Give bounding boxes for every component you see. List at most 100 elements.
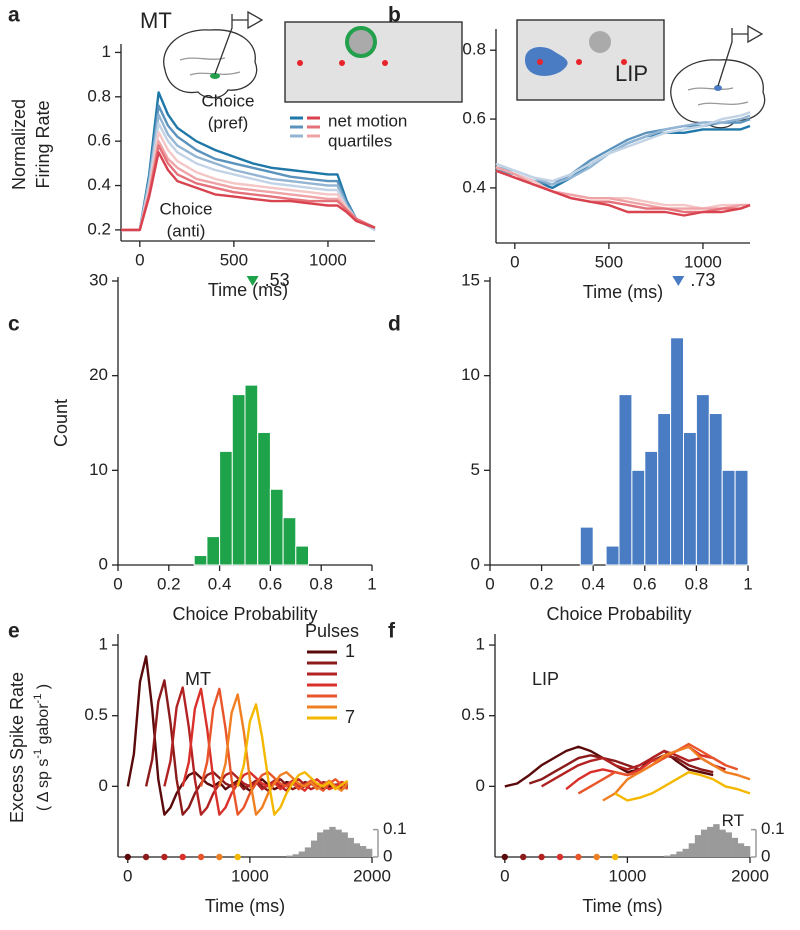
rt-bar bbox=[688, 843, 696, 857]
x-tick-label: 0 bbox=[500, 866, 509, 885]
x-tick-label: 0.4 bbox=[581, 574, 605, 593]
x-tick-label: 1000 bbox=[608, 866, 646, 885]
rt-bar bbox=[341, 832, 348, 857]
pulse-onset bbox=[197, 853, 205, 861]
y2-tick-label: 0.1 bbox=[761, 819, 785, 838]
x-tick-label: 2000 bbox=[353, 866, 391, 885]
y2-tick-label: 0 bbox=[383, 846, 392, 865]
annotation: (anti) bbox=[167, 221, 206, 240]
bar bbox=[193, 555, 208, 566]
series-line bbox=[121, 122, 376, 232]
y-tick-label: 0 bbox=[476, 776, 485, 795]
x-tick-label: 0 bbox=[510, 252, 519, 271]
stimulus-inset-mt bbox=[284, 21, 463, 103]
legend-title: Pulses bbox=[305, 621, 359, 641]
rt-bar bbox=[310, 840, 318, 857]
annotation: Choice bbox=[160, 199, 213, 218]
rt-bar bbox=[694, 835, 702, 857]
legend-label: 7 bbox=[345, 707, 355, 727]
rt-bar bbox=[743, 846, 751, 857]
series-line bbox=[121, 131, 376, 232]
y-axis-units-part: -1 bbox=[32, 694, 44, 704]
region-label: MT bbox=[140, 8, 172, 33]
y-axis-units-part: gabor bbox=[35, 703, 52, 749]
panel-letter: d bbox=[388, 313, 401, 336]
pulse-onset bbox=[611, 853, 619, 861]
rt-label: RT bbox=[722, 811, 744, 830]
bar bbox=[579, 526, 594, 566]
x-axis-label: Time (ms) bbox=[205, 896, 285, 916]
x-tick-label: 500 bbox=[220, 250, 248, 269]
rt-bar bbox=[737, 843, 745, 857]
x-tick-label: 0 bbox=[135, 250, 144, 269]
series-line bbox=[495, 166, 750, 210]
pulse-onset bbox=[216, 853, 223, 861]
y2-tick-label: 0.1 bbox=[383, 819, 407, 838]
bar bbox=[683, 431, 697, 566]
pulse-onset bbox=[538, 853, 545, 861]
rt-bar bbox=[700, 829, 708, 857]
bar bbox=[734, 469, 749, 566]
y-tick-label: 1 bbox=[102, 42, 111, 61]
series-line bbox=[602, 745, 751, 802]
series-line bbox=[528, 754, 714, 785]
y-tick-label: 0.5 bbox=[461, 705, 485, 724]
rt-bar bbox=[670, 854, 677, 857]
brain-inset-mt bbox=[163, 10, 264, 99]
y-tick-label: 0.5 bbox=[84, 705, 108, 724]
rt-bar bbox=[682, 848, 690, 857]
rt-bar bbox=[317, 832, 324, 857]
y-tick-label: 0.8 bbox=[87, 86, 111, 105]
x-tick-label: 1000 bbox=[231, 866, 269, 885]
panel-letter: e bbox=[8, 620, 20, 643]
pulse-onset bbox=[556, 853, 564, 861]
pulse-onset bbox=[179, 853, 186, 861]
series-line bbox=[614, 771, 751, 802]
rt-bar bbox=[347, 837, 354, 857]
bar bbox=[618, 394, 633, 566]
x-tick-label: 0 bbox=[113, 574, 122, 593]
series-line bbox=[121, 151, 376, 232]
x-axis-label: Choice Probability bbox=[546, 604, 691, 624]
stimulus-inset-lip bbox=[516, 19, 665, 101]
x-tick-label: 1 bbox=[367, 574, 376, 593]
series-line bbox=[121, 113, 376, 232]
bar bbox=[695, 394, 710, 566]
y-tick-label: 10 bbox=[89, 460, 108, 479]
x-tick-label: 0.6 bbox=[633, 574, 657, 593]
y-tick-label: 0 bbox=[99, 554, 108, 573]
series-line bbox=[181, 687, 348, 816]
bar bbox=[206, 536, 221, 566]
rt-bar bbox=[713, 824, 720, 857]
series-line bbox=[121, 144, 376, 232]
bar bbox=[244, 384, 259, 566]
legend-text: net motion bbox=[328, 111, 407, 130]
y-axis-label: Count bbox=[51, 399, 71, 447]
pulse-onset bbox=[501, 853, 509, 861]
pulse-onset bbox=[124, 853, 131, 861]
rt-bar bbox=[323, 829, 330, 857]
pulse-onset bbox=[593, 853, 600, 861]
y-tick-label: 0.8 bbox=[462, 40, 486, 59]
bar bbox=[708, 413, 723, 566]
y-tick-label: 0.6 bbox=[462, 109, 486, 128]
rt-bar bbox=[359, 846, 367, 857]
x-tick-label: 0.4 bbox=[208, 574, 232, 593]
bar bbox=[631, 469, 646, 566]
y-axis-units-part: ) bbox=[35, 684, 52, 694]
rt-bar bbox=[707, 826, 714, 857]
bar bbox=[657, 413, 672, 566]
series-line bbox=[126, 655, 349, 816]
cp-marker bbox=[246, 276, 259, 286]
rt-bar bbox=[719, 829, 726, 857]
y-tick-label: 30 bbox=[89, 270, 108, 289]
x-axis-label: Time (ms) bbox=[583, 282, 663, 302]
y-tick-label: 20 bbox=[89, 365, 108, 384]
panel-letter: b bbox=[388, 4, 401, 27]
bar bbox=[219, 450, 233, 566]
y-axis-units-part: ( Δ sp s bbox=[35, 759, 52, 811]
bar bbox=[721, 469, 736, 566]
x-tick-label: 0 bbox=[485, 574, 494, 593]
pulse-onset bbox=[575, 853, 582, 861]
